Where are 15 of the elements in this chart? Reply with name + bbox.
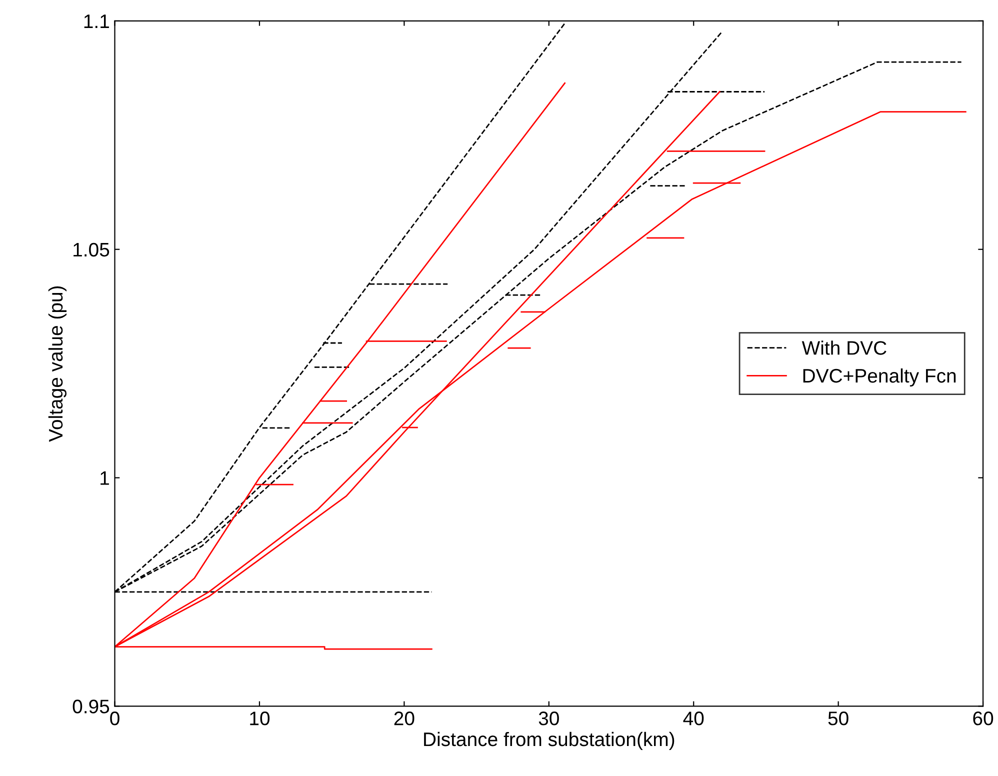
y-tick-label: 1.1 <box>84 14 109 28</box>
y-axis-title: Voltage value (pu) <box>48 286 67 442</box>
x-tick-label: 20 <box>394 712 414 726</box>
x-tick-label: 40 <box>683 712 704 726</box>
legend-label: With DVC <box>802 340 886 355</box>
x-tick-label: 0 <box>110 712 120 726</box>
x-tick-label: 10 <box>250 712 270 726</box>
y-tick-label: 1.05 <box>74 242 110 257</box>
legend-label: DVC+Penalty Fcn <box>803 368 956 387</box>
x-axis-title: Distance from substation(km) <box>424 732 674 750</box>
y-tick-label: 1 <box>100 471 109 485</box>
x-tick-label: 50 <box>828 712 848 726</box>
x-tick-label: 30 <box>538 712 559 726</box>
x-tick-label: 60 <box>973 712 994 726</box>
y-tick-label: 0.95 <box>72 700 110 714</box>
